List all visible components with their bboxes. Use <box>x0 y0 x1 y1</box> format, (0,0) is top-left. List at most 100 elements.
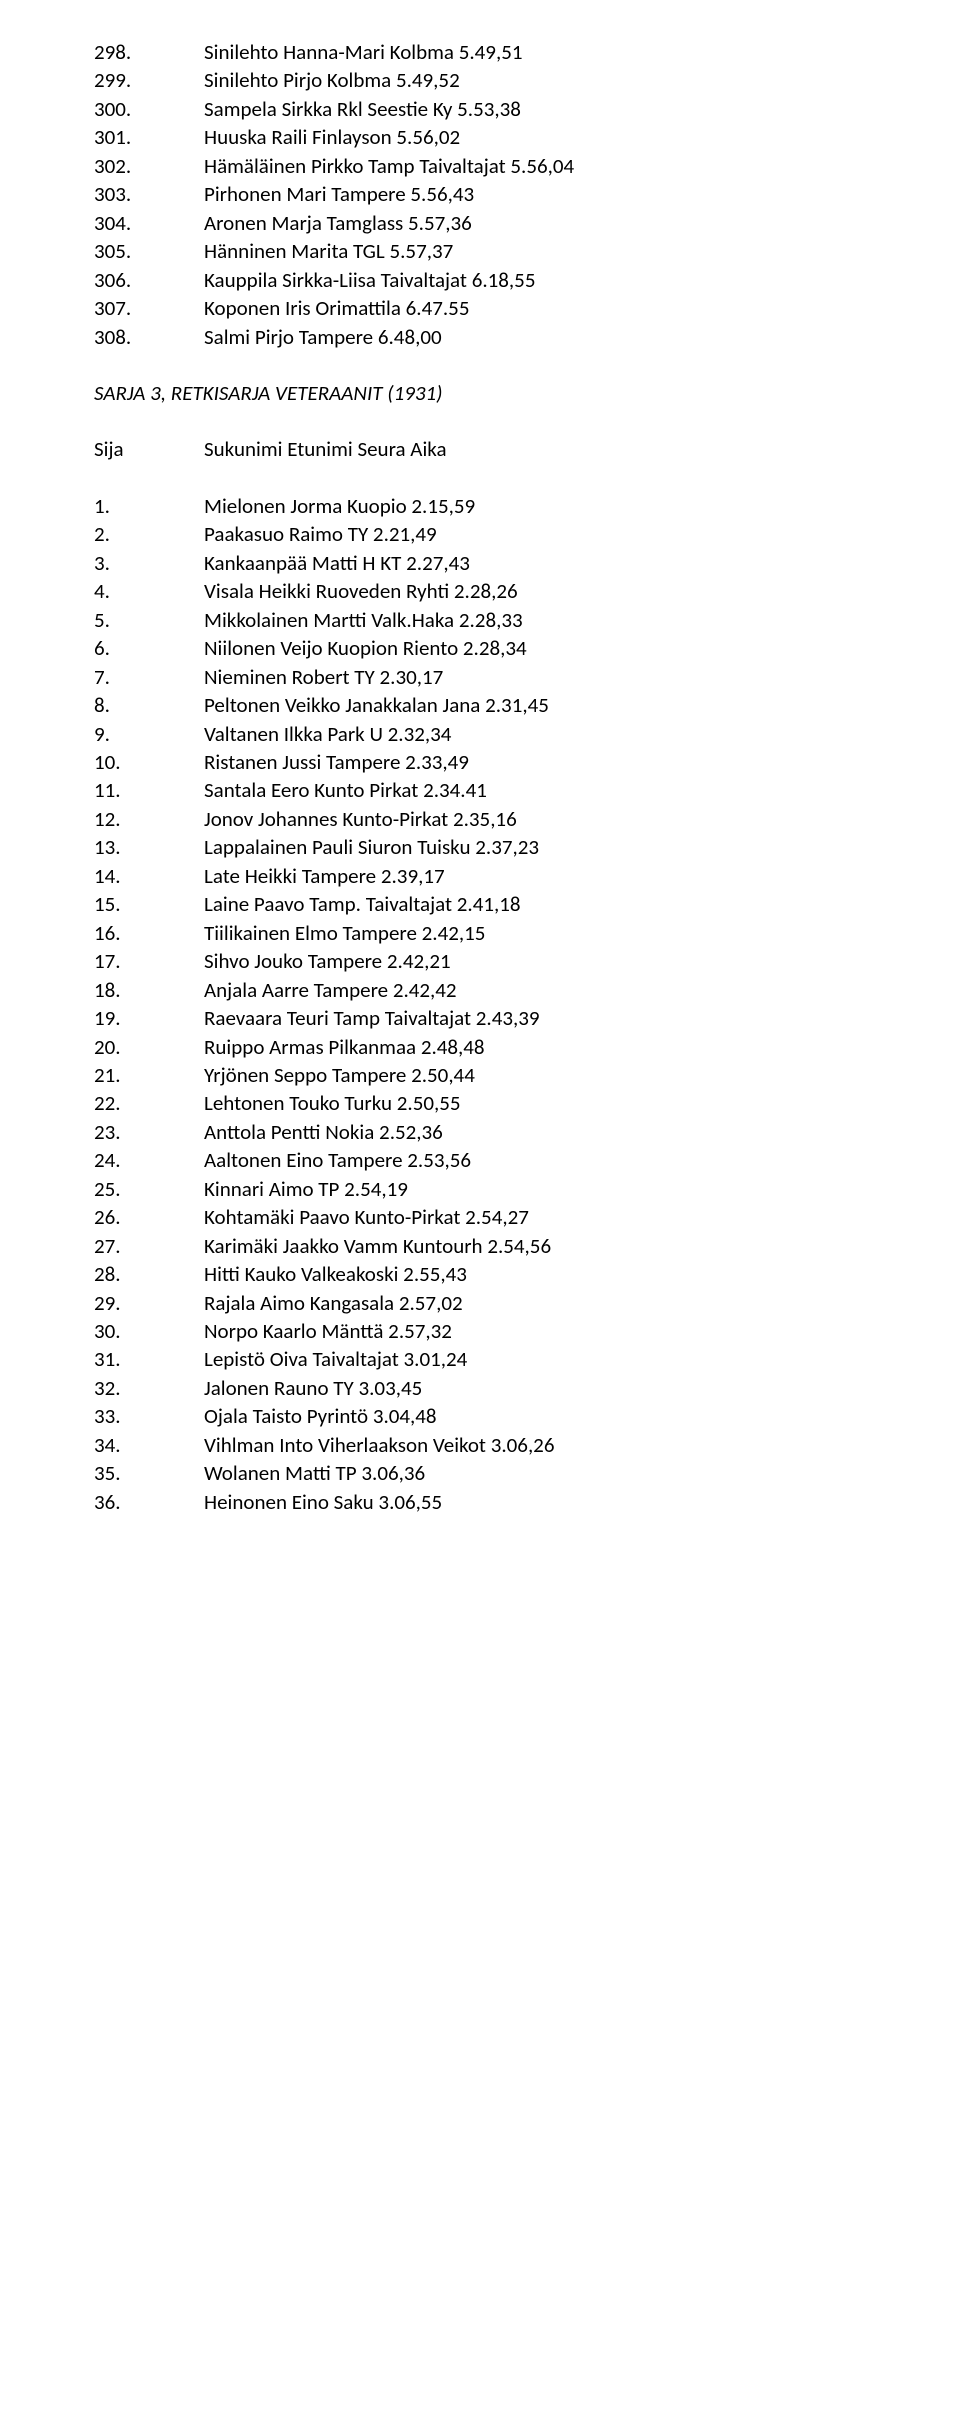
list-row: 36.Heinonen Eino Saku 3.06,55 <box>94 1488 910 1516</box>
row-number: 19. <box>94 1004 204 1032</box>
list-row: 31.Lepistö Oiva Taivaltajat 3.01,24 <box>94 1345 910 1373</box>
list-row: 19.Raevaara Teuri Tamp Taivaltajat 2.43,… <box>94 1004 910 1032</box>
list-row: 303.Pirhonen Mari Tampere 5.56,43 <box>94 180 910 208</box>
list-row: 21.Yrjönen Seppo Tampere 2.50,44 <box>94 1061 910 1089</box>
row-number: 13. <box>94 833 204 861</box>
list-row: 18.Anjala Aarre Tampere 2.42,42 <box>94 976 910 1004</box>
list-row: 29.Rajala Aimo Kangasala 2.57,02 <box>94 1289 910 1317</box>
list-row: 33.Ojala Taisto Pyrintö 3.04,48 <box>94 1402 910 1430</box>
row-value: Tiilikainen Elmo Tampere 2.42,15 <box>204 919 910 947</box>
row-value: Ristanen Jussi Tampere 2.33,49 <box>204 748 910 776</box>
row-value: Kankaanpää Matti H KT 2.27,43 <box>204 549 910 577</box>
row-number: 30. <box>94 1317 204 1345</box>
list-row: 15.Laine Paavo Tamp. Taivaltajat 2.41,18 <box>94 890 910 918</box>
row-value: Salmi Pirjo Tampere 6.48,00 <box>204 323 910 351</box>
list-row: 5.Mikkolainen Martti Valk.Haka 2.28,33 <box>94 606 910 634</box>
row-number: 301. <box>94 123 204 151</box>
row-number: 33. <box>94 1402 204 1430</box>
row-number: 28. <box>94 1260 204 1288</box>
list-row: 301.Huuska Raili Finlayson 5.56,02 <box>94 123 910 151</box>
row-number: 305. <box>94 237 204 265</box>
row-number: 24. <box>94 1146 204 1174</box>
row-number: 306. <box>94 266 204 294</box>
row-value: Norpo Kaarlo Mänttä 2.57,32 <box>204 1317 910 1345</box>
row-number: 17. <box>94 947 204 975</box>
row-number: 16. <box>94 919 204 947</box>
row-value: Kauppila Sirkka-Liisa Taivaltajat 6.18,5… <box>204 266 910 294</box>
row-number: 20. <box>94 1033 204 1061</box>
row-value: Niilonen Veijo Kuopion Riento 2.28,34 <box>204 634 910 662</box>
row-value: Sinilehto Pirjo Kolbma 5.49,52 <box>204 66 910 94</box>
list-row: 304.Aronen Marja Tamglass 5.57,36 <box>94 209 910 237</box>
list-row: 24.Aaltonen Eino Tampere 2.53,56 <box>94 1146 910 1174</box>
row-value: Vihlman Into Viherlaakson Veikot 3.06,26 <box>204 1431 910 1459</box>
list-row: 11.Santala Eero Kunto Pirkat 2.34.41 <box>94 776 910 804</box>
list-row: 35.Wolanen Matti TP 3.06,36 <box>94 1459 910 1487</box>
row-number: 7. <box>94 663 204 691</box>
row-value: Hänninen Marita TGL 5.57,37 <box>204 237 910 265</box>
list-row: 306.Kauppila Sirkka-Liisa Taivaltajat 6.… <box>94 266 910 294</box>
list-row: 298.Sinilehto Hanna-Mari Kolbma 5.49,51 <box>94 38 910 66</box>
row-number: 6. <box>94 634 204 662</box>
column-header-row: Sija Sukunimi Etunimi Seura Aika <box>94 435 910 463</box>
row-value: Hämäläinen Pirkko Tamp Taivaltajat 5.56,… <box>204 152 910 180</box>
row-value: Raevaara Teuri Tamp Taivaltajat 2.43,39 <box>204 1004 910 1032</box>
list-row: 25.Kinnari Aimo TP 2.54,19 <box>94 1175 910 1203</box>
row-number: 35. <box>94 1459 204 1487</box>
list-row: 305.Hänninen Marita TGL 5.57,37 <box>94 237 910 265</box>
row-value: Anjala Aarre Tampere 2.42,42 <box>204 976 910 1004</box>
row-value: Sampela Sirkka Rkl Seestie Ky 5.53,38 <box>204 95 910 123</box>
list-row: 4.Visala Heikki Ruoveden Ryhti 2.28,26 <box>94 577 910 605</box>
row-value: Ojala Taisto Pyrintö 3.04,48 <box>204 1402 910 1430</box>
list-row: 14.Late Heikki Tampere 2.39,17 <box>94 862 910 890</box>
row-number: 1. <box>94 492 204 520</box>
row-value: Lehtonen Touko Turku 2.50,55 <box>204 1089 910 1117</box>
row-value: Valtanen Ilkka Park U 2.32,34 <box>204 720 910 748</box>
row-number: 18. <box>94 976 204 1004</box>
list-row: 6.Niilonen Veijo Kuopion Riento 2.28,34 <box>94 634 910 662</box>
row-number: 23. <box>94 1118 204 1146</box>
list-row: 30.Norpo Kaarlo Mänttä 2.57,32 <box>94 1317 910 1345</box>
row-number: 9. <box>94 720 204 748</box>
row-number: 4. <box>94 577 204 605</box>
row-number: 302. <box>94 152 204 180</box>
row-number: 26. <box>94 1203 204 1231</box>
row-number: 308. <box>94 323 204 351</box>
row-number: 3. <box>94 549 204 577</box>
row-number: 12. <box>94 805 204 833</box>
row-value: Lappalainen Pauli Siuron Tuisku 2.37,23 <box>204 833 910 861</box>
list-row: 308.Salmi Pirjo Tampere 6.48,00 <box>94 323 910 351</box>
row-number: 304. <box>94 209 204 237</box>
list-row: 32.Jalonen Rauno TY 3.03,45 <box>94 1374 910 1402</box>
row-value: Late Heikki Tampere 2.39,17 <box>204 862 910 890</box>
row-number: 5. <box>94 606 204 634</box>
row-number: 2. <box>94 520 204 548</box>
row-value: Laine Paavo Tamp. Taivaltajat 2.41,18 <box>204 890 910 918</box>
row-value: Peltonen Veikko Janakkalan Jana 2.31,45 <box>204 691 910 719</box>
list-row: 12.Jonov Johannes Kunto-Pirkat 2.35,16 <box>94 805 910 833</box>
row-number: 25. <box>94 1175 204 1203</box>
row-number: 14. <box>94 862 204 890</box>
list-row: 10.Ristanen Jussi Tampere 2.33,49 <box>94 748 910 776</box>
row-value: Santala Eero Kunto Pirkat 2.34.41 <box>204 776 910 804</box>
row-value: Visala Heikki Ruoveden Ryhti 2.28,26 <box>204 577 910 605</box>
row-value: Karimäki Jaakko Vamm Kuntourh 2.54,56 <box>204 1232 910 1260</box>
list-row: 9.Valtanen Ilkka Park U 2.32,34 <box>94 720 910 748</box>
row-value: Pirhonen Mari Tampere 5.56,43 <box>204 180 910 208</box>
bottom-list: 1.Mielonen Jorma Kuopio 2.15,592.Paakasu… <box>94 492 910 1516</box>
row-value: Nieminen Robert TY 2.30,17 <box>204 663 910 691</box>
row-number: 303. <box>94 180 204 208</box>
list-row: 8.Peltonen Veikko Janakkalan Jana 2.31,4… <box>94 691 910 719</box>
row-number: 27. <box>94 1232 204 1260</box>
row-value: Jonov Johannes Kunto-Pirkat 2.35,16 <box>204 805 910 833</box>
list-row: 26.Kohtamäki Paavo Kunto-Pirkat 2.54,27 <box>94 1203 910 1231</box>
row-number: 299. <box>94 66 204 94</box>
row-number: 31. <box>94 1345 204 1373</box>
list-row: 28.Hitti Kauko Valkeakoski 2.55,43 <box>94 1260 910 1288</box>
row-number: 8. <box>94 691 204 719</box>
row-value: Aaltonen Eino Tampere 2.53,56 <box>204 1146 910 1174</box>
list-row: 20.Ruippo Armas Pilkanmaa 2.48,48 <box>94 1033 910 1061</box>
list-row: 23.Anttola Pentti Nokia 2.52,36 <box>94 1118 910 1146</box>
row-number: 10. <box>94 748 204 776</box>
list-row: 7.Nieminen Robert TY 2.30,17 <box>94 663 910 691</box>
